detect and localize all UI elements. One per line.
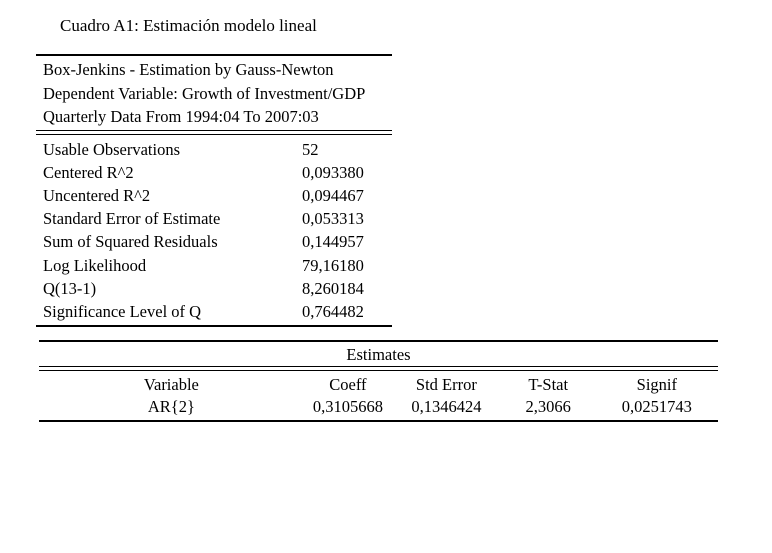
stat-value: 0,053313 [302,209,364,229]
table-row: Uncentered R^2 0,094467 [36,184,392,207]
stat-label: Uncentered R^2 [43,185,151,205]
model-summary-stats: Usable Observations 52 Centered R^2 0,09… [36,135,392,326]
estimates-title: Estimates [346,345,411,364]
table2-double-rule [39,366,718,371]
column-header-variable: Variable [143,375,199,394]
table-row: Usable Observations 52 [36,138,392,161]
estimates-header-row: Variable Coeff Std Error T-Stat Signif [39,371,718,396]
table-row: Centered R^2 0,093380 [36,161,392,184]
estimates-table: Estimates Variable Coeff Std Error T-Sta… [39,340,718,422]
stat-label: Significance Level of Q [43,301,202,321]
stat-value: 79,16180 [302,255,364,275]
table2-top-rule [39,340,718,342]
stat-label: Log Likelihood [43,255,147,275]
stat-value: 0,764482 [302,301,364,321]
cell-t-stat: 2,3066 [525,397,571,416]
stat-label: Usable Observations [43,139,181,159]
table1-double-rule [36,129,392,135]
stat-value: 8,260184 [302,278,364,298]
stat-value: 52 [302,139,319,159]
cell-coeff: 0,3105668 [312,397,383,416]
dependent-variable-line: Dependent Variable: Growth of Investment… [43,83,366,103]
table1-bottom-rule [36,325,392,328]
estimation-method-line: Box-Jenkins - Estimation by Gauss-Newton [43,60,334,79]
column-header-t-stat: T-Stat [528,375,569,394]
model-summary-table: Box-Jenkins - Estimation by Gauss-Newton… [36,54,392,328]
stat-label: Q(13-1) [43,278,97,298]
table-row: Q(13-1) 8,260184 [36,277,392,300]
table-caption: Cuadro A1: Estimación modelo lineal [60,16,317,35]
stat-value: 0,144957 [302,232,364,252]
table-row: Significance Level of Q 0,764482 [36,300,392,323]
column-header-std-error: Std Error [415,375,477,394]
column-header-signif: Signif [636,375,678,394]
cell-variable: AR{2} [147,397,195,416]
table-row: AR{2} 0,3105668 0,1346424 2,3066 0,02517… [39,396,718,420]
cell-signif: 0,0251743 [621,397,692,416]
cell-std-error: 0,1346424 [411,397,482,416]
column-header-coeff: Coeff [329,375,367,394]
table-row: Standard Error of Estimate 0,053313 [36,207,392,230]
table1-top-rule [36,54,392,56]
table2-bottom-rule [39,420,718,422]
stat-label: Centered R^2 [43,162,134,182]
stat-label: Sum of Squared Residuals [43,232,218,252]
stat-value: 0,093380 [302,162,364,182]
stat-label: Standard Error of Estimate [43,209,221,229]
table-row: Log Likelihood 79,16180 [36,254,392,277]
table-row: Sum of Squared Residuals 0,144957 [36,230,392,253]
model-summary-header: Box-Jenkins - Estimation by Gauss-Newton… [36,56,392,130]
stat-value: 0,094467 [302,185,364,205]
sample-period-line: Quarterly Data From 1994:04 To 2007:03 [43,107,319,126]
